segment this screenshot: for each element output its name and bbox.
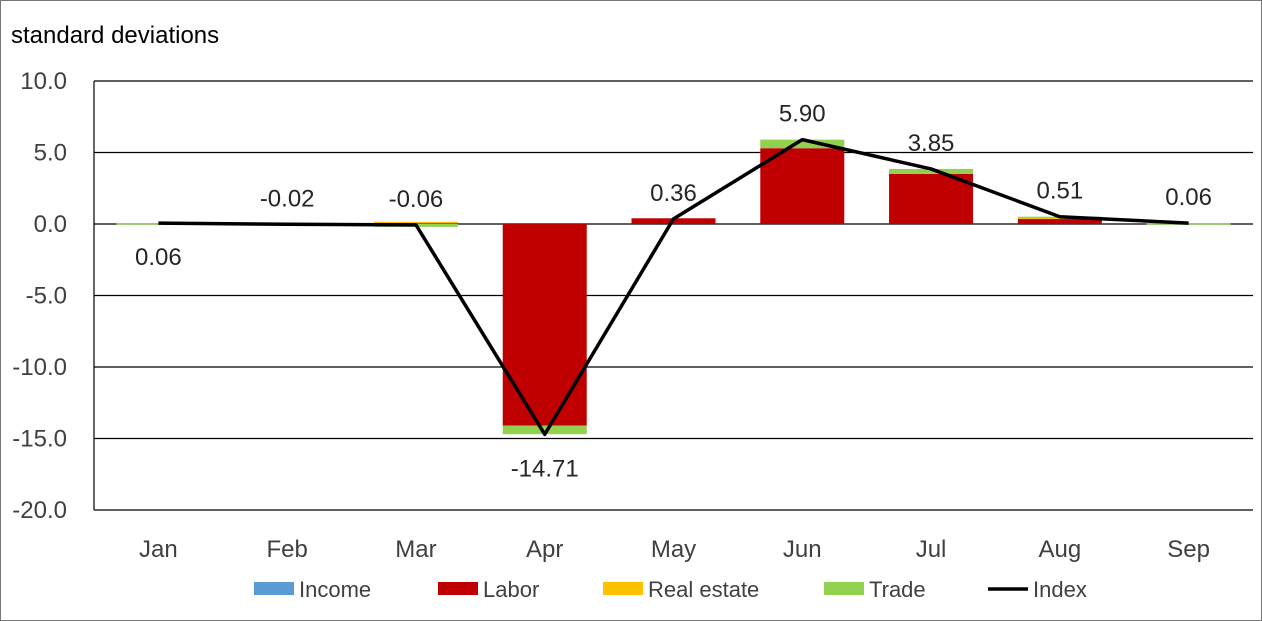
legend-label-trade: Trade: [869, 577, 926, 602]
index-data-label-feb: -0.02: [260, 185, 315, 212]
y-axis-ticks: 10.0 5.0 0.0 -5.0 -10.0 -15.0 -20.0: [12, 68, 67, 524]
legend-label-income: Income: [299, 577, 371, 602]
bar-trade-jun: [760, 139, 845, 149]
gridlines: [93, 80, 1253, 511]
bar-trade-apr: [502, 425, 587, 435]
x-tick-label-may: May: [651, 536, 696, 563]
y-tick-label: -15.0: [12, 426, 67, 453]
bar-labor-aug: [1017, 218, 1102, 224]
y-tick-label: 0.0: [34, 211, 67, 238]
legend: Income Labor Real estate Trade Index: [254, 577, 1087, 602]
legend-swatch-trade: [824, 582, 864, 595]
x-tick-label-apr: Apr: [526, 536, 563, 563]
index-data-label-mar: -0.06: [389, 186, 444, 213]
x-tick-label-feb: Feb: [266, 536, 307, 563]
x-tick-label-jul: Jul: [916, 536, 947, 563]
index-data-label-apr: -14.71: [511, 455, 579, 482]
index-data-label-sep: 0.06: [1165, 184, 1212, 211]
legend-swatch-labor: [438, 582, 478, 595]
index-data-label-jul: 3.85: [908, 130, 955, 157]
y-tick-label: -20.0: [12, 497, 67, 524]
x-tick-label-jun: Jun: [783, 536, 822, 563]
x-tick-label-sep: Sep: [1167, 536, 1210, 563]
bar-trade-jul: [889, 168, 974, 174]
y-tick-label: -5.0: [26, 283, 67, 310]
x-tick-label-mar: Mar: [395, 536, 436, 563]
data-labels: 0.06 -0.02 -0.06 -14.71 0.36 5.90 3.85 0.51 0.06: [135, 101, 1212, 483]
bar-labor-jun: [760, 148, 845, 224]
x-axis-ticks: Jan Feb Mar Apr May Jun Jul Aug Sep: [139, 536, 1210, 563]
index-data-label-jan: 0.06: [135, 244, 182, 271]
index-data-label-jun: 5.90: [779, 101, 826, 128]
bar-trade-sep: [1146, 223, 1231, 225]
bar-real-estate-mar: [373, 221, 458, 224]
legend-label-labor: Labor: [483, 577, 539, 602]
index-data-label-aug: 0.51: [1036, 178, 1083, 205]
index-data-label-may: 0.36: [650, 180, 697, 207]
bar-labor-apr: [502, 224, 587, 426]
legend-swatch-income: [254, 582, 294, 595]
x-tick-label-jan: Jan: [139, 536, 178, 563]
index-line-path: [158, 137, 1189, 437]
y-tick-label: 5.0: [34, 140, 67, 167]
bar-labor-jul: [889, 173, 974, 224]
legend-swatch-real-estate: [603, 582, 643, 595]
y-axis-unit-label: standard deviations: [11, 22, 219, 49]
y-tick-label: 10.0: [20, 68, 67, 95]
legend-label-index: Index: [1033, 577, 1087, 602]
legend-label-real-estate: Real estate: [648, 577, 759, 602]
y-tick-label: -10.0: [12, 354, 67, 381]
index-line: [158, 137, 1189, 437]
x-tick-label-aug: Aug: [1038, 536, 1081, 563]
